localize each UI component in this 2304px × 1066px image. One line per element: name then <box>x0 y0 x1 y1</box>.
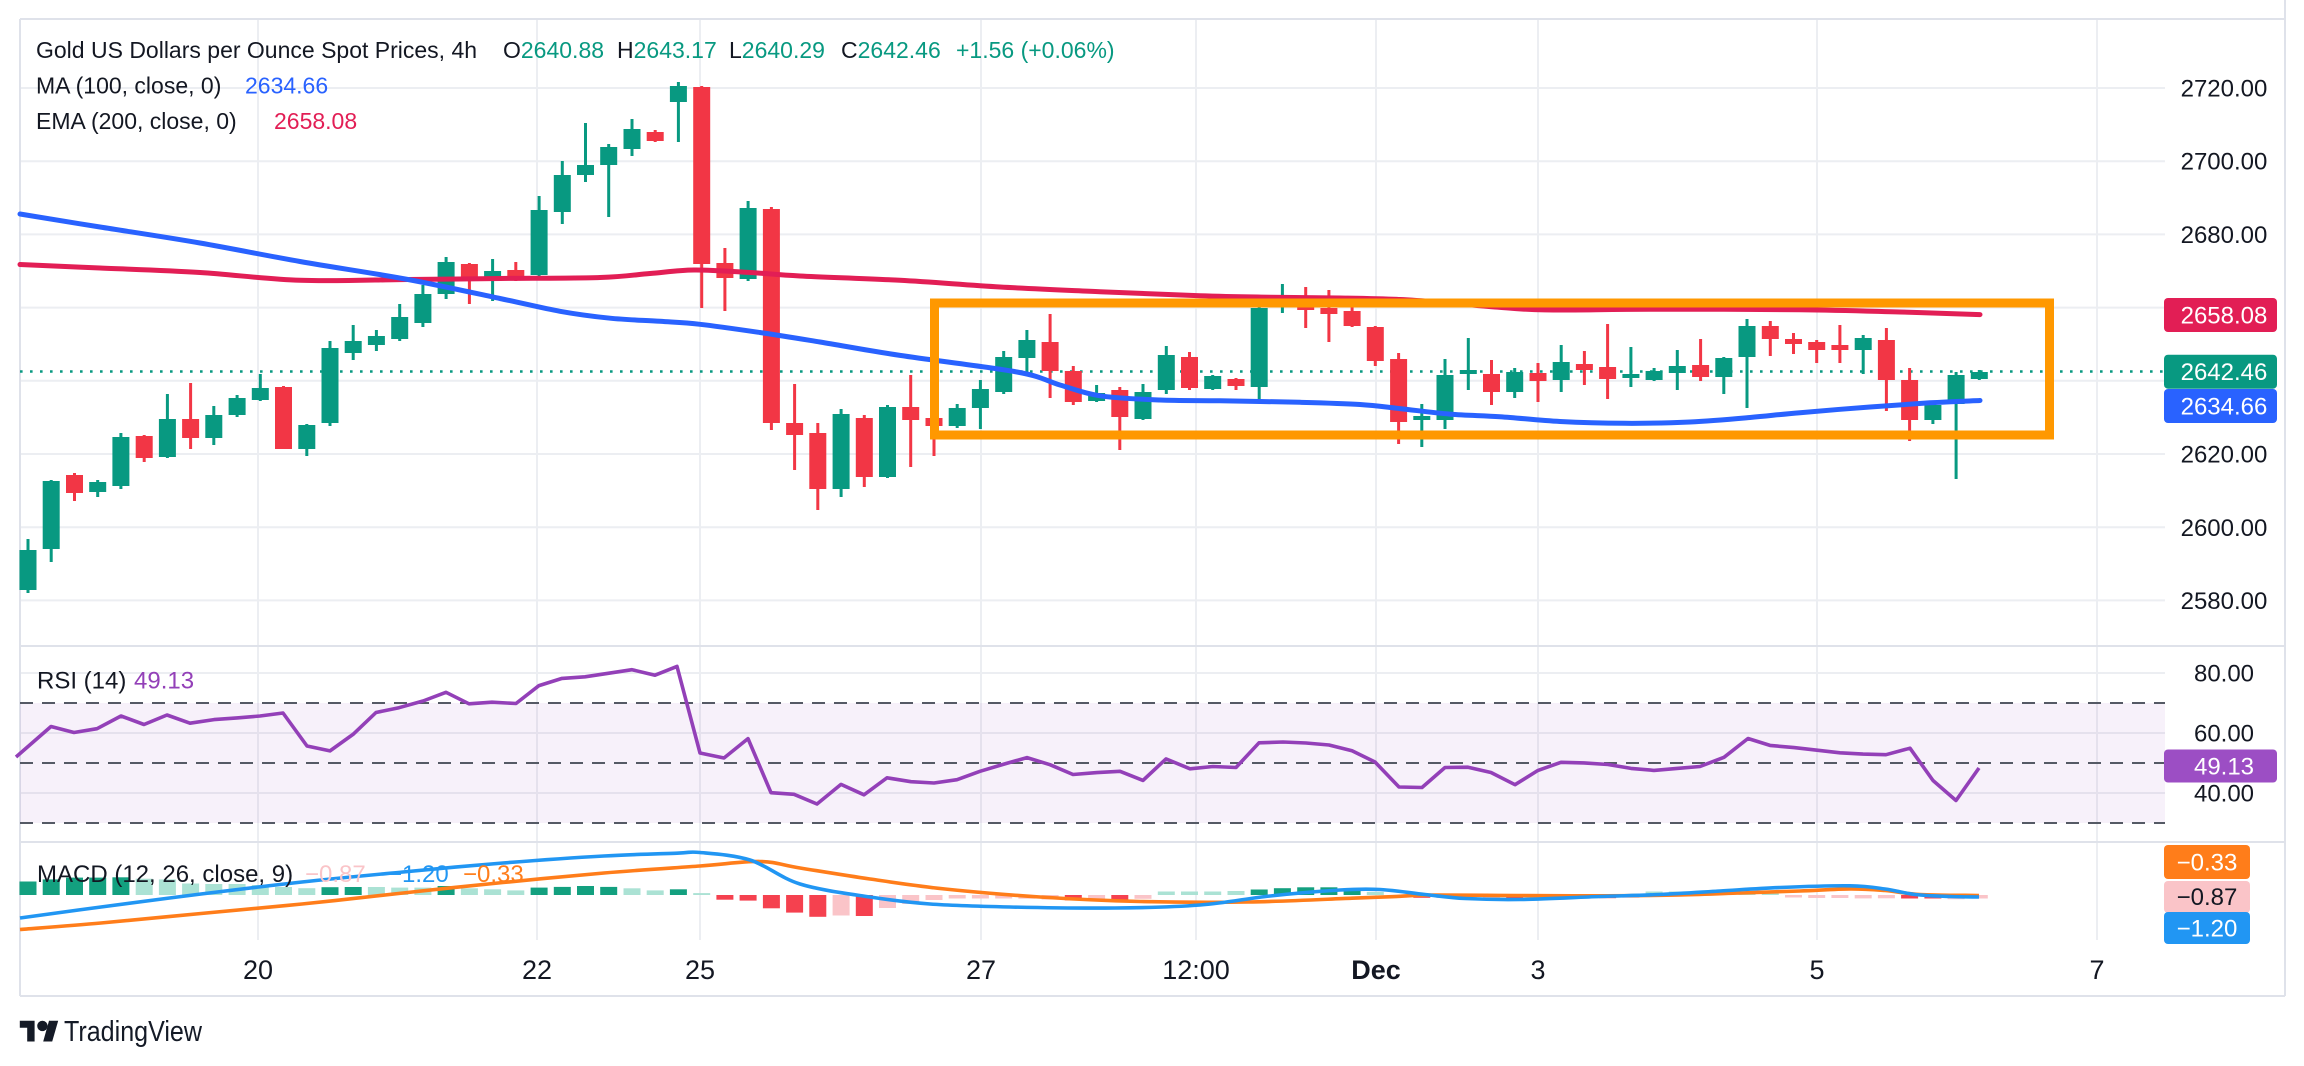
svg-text:Dec: Dec <box>1351 955 1401 985</box>
svg-text:40.00: 40.00 <box>2194 781 2254 808</box>
svg-text:2620.00: 2620.00 <box>2181 442 2268 469</box>
svg-text:49.13: 49.13 <box>2194 754 2254 781</box>
svg-text:2680.00: 2680.00 <box>2181 222 2268 249</box>
svg-text:−0.33: −0.33 <box>2177 850 2238 877</box>
svg-text:7: 7 <box>2089 955 2104 985</box>
svg-text:20: 20 <box>243 955 273 985</box>
svg-text:L2640.29: L2640.29 <box>729 37 825 63</box>
svg-text:C2642.46: C2642.46 <box>841 37 941 63</box>
svg-text:TradingView: TradingView <box>64 1016 203 1048</box>
svg-text:EMA (200, close, 0) 2658.08: EMA (200, close, 0) 2658.08 <box>36 108 357 134</box>
svg-text:2658.08: 2658.08 <box>2181 303 2268 330</box>
svg-text:2634.66: 2634.66 <box>2181 394 2268 421</box>
svg-text:MA (100, close, 0) 2634.66: MA (100, close, 0) 2634.66 <box>36 73 328 99</box>
svg-text:2600.00: 2600.00 <box>2181 515 2268 542</box>
svg-text:80.00: 80.00 <box>2194 661 2254 688</box>
svg-text:−1.20: −1.20 <box>2177 916 2238 943</box>
svg-text:22: 22 <box>522 955 552 985</box>
svg-text:3: 3 <box>1530 955 1545 985</box>
svg-text:2720.00: 2720.00 <box>2181 76 2268 103</box>
svg-text:5: 5 <box>1809 955 1824 985</box>
svg-text:+1.56 (+0.06%): +1.56 (+0.06%) <box>956 37 1115 63</box>
svg-text:MACD (12, 26, close, 9) −0.87−: MACD (12, 26, close, 9) −0.87 −1.20 −0.33 <box>37 861 524 888</box>
svg-text:O2640.88: O2640.88 <box>503 37 604 63</box>
svg-text:12:00: 12:00 <box>1162 955 1230 985</box>
svg-text:25: 25 <box>685 955 715 985</box>
svg-text:2642.46: 2642.46 <box>2181 359 2268 386</box>
svg-text:27: 27 <box>966 955 996 985</box>
svg-text:2700.00: 2700.00 <box>2181 149 2268 176</box>
svg-text:H2643.17: H2643.17 <box>617 37 717 63</box>
svg-text:2580.00: 2580.00 <box>2181 588 2268 615</box>
svg-text:RSI (14) 49.13: RSI (14) 49.13 <box>37 668 194 695</box>
svg-text:−0.87: −0.87 <box>2177 884 2238 911</box>
svg-text:60.00: 60.00 <box>2194 721 2254 748</box>
svg-text:Gold US Dollars per Ounce Spot: Gold US Dollars per Ounce Spot Prices, 4… <box>36 37 477 63</box>
